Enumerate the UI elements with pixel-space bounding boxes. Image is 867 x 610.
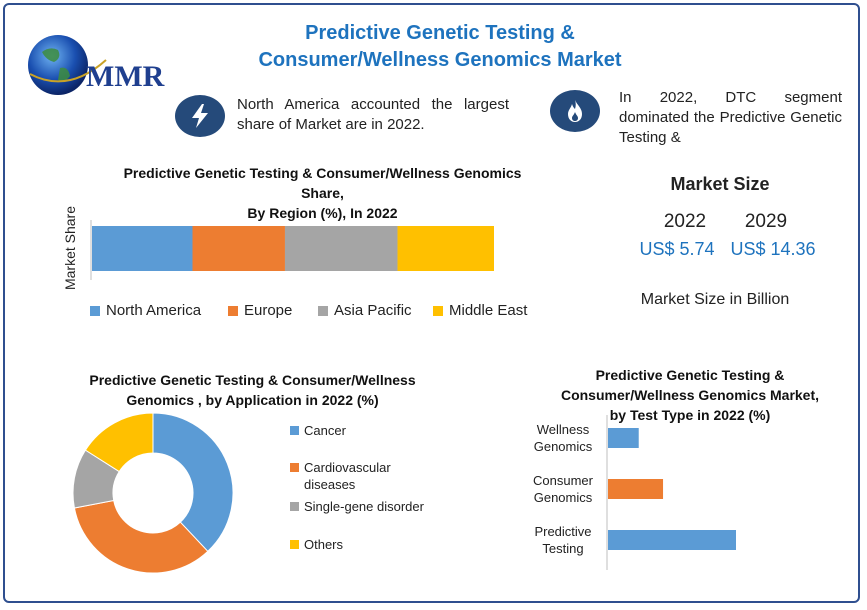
infographic-frame [3,3,860,603]
region-bar-segment-europe [192,226,285,271]
market-size-value-2022: US$ 5.74 [639,239,715,259]
test-type-bar-consumer-genomics [608,479,664,499]
application-legend-item: Others [290,536,460,572]
legend-label: Asia Pacific [334,302,412,319]
market-size-heading: Market Size [670,174,770,194]
legend-swatch [433,305,443,316]
page-title: Predictive Genetic Testing & Consumer/We… [258,22,622,71]
market-size-year-2022: 2022 [663,211,707,232]
legend-swatch [90,305,100,316]
legend-swatch [290,426,299,435]
legend-label: Middle East [449,302,528,319]
legend-label: Europe [244,302,293,319]
application-legend-item: Cancer [290,422,460,458]
test-type-bar-chart [606,415,736,570]
legend-swatch [290,502,299,511]
legend-label: Others [304,537,344,552]
test-type-bar-wellness-genomics [608,428,639,448]
region-bar-segment-middle-east [397,226,494,271]
flame-icon [550,90,600,132]
fact-dtc-segment: In 2022, DTC segment dominated the Predi… [619,89,842,146]
test-type-category-label: Predictive Testing [534,524,592,556]
legend-label: Single-gene disorder [304,499,424,514]
lightning-bolt-icon [175,95,225,137]
application-donut-chart [72,412,234,574]
test-type-category-label: Wellness Genomics [533,422,593,454]
region-legend-item: Europe [228,302,292,319]
region-stacked-bar-chart [90,220,494,280]
donut-slice-others [84,412,154,473]
region-bar-segment-north-america [92,226,193,271]
region-legend-item: Middle East [433,302,527,319]
legend-label: Cancer [304,423,346,438]
svg-text:MMR: MMR [86,60,165,93]
region-legend-item: North America [90,302,201,319]
application-chart-title: Predictive Genetic Testing & Consumer/We… [89,372,416,408]
test-type-bar-predictive-testing [608,530,736,550]
donut-slice-cardiovascular-diseases [73,499,209,574]
legend-label: North America [106,302,202,319]
globe-icon [28,35,88,95]
legend-swatch [290,540,299,549]
legend-swatch [228,305,238,316]
legend-swatch [318,305,328,316]
donut-slice-cancer [152,412,234,553]
market-size-year-2029: 2029 [744,211,788,232]
application-legend-item: Cardiovascular diseases [290,459,460,495]
legend-swatch [290,463,299,472]
region-chart-title: Predictive Genetic Testing & Consumer/We… [123,165,522,221]
application-legend-item: Single-gene disorder [290,498,460,534]
legend-label: Cardiovascular diseases [304,460,391,492]
region-bar-segment-asia-pacific [284,226,398,271]
region-chart-ylabel: Market Share [62,205,78,291]
fact-north-america: North America accounted the largest shar… [237,96,509,133]
region-legend-item: Asia Pacific [318,302,412,319]
test-type-category-label: Consumer Genomics [533,473,593,505]
test-type-chart-title: Predictive Genetic Testing & Consumer/We… [560,367,820,423]
market-size-value-2029: US$ 14.36 [730,239,816,259]
mmr-logo: MMR [28,30,178,100]
market-size-unit-note: Market Size in Billion [640,291,790,308]
